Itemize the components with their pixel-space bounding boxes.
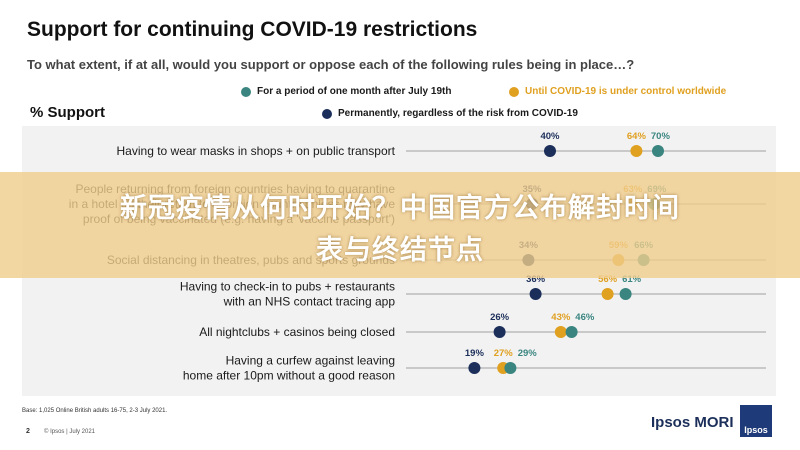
banner-line-2: 表与终结节点 bbox=[316, 235, 484, 265]
logo-text: Ipsos bbox=[744, 425, 768, 435]
data-label-permanent: 40% bbox=[540, 131, 560, 142]
dot-control bbox=[601, 288, 614, 300]
row-label: Having to check-in to pubs + restaurants bbox=[180, 280, 395, 294]
dot-control bbox=[630, 145, 643, 157]
dot-permanent bbox=[529, 288, 542, 300]
page-title: Support for continuing COVID-19 restrict… bbox=[27, 18, 478, 41]
banner-line-1: 新冠疫情从何时开始？中国官方公布解封时间 bbox=[120, 193, 680, 223]
legend-dot-month bbox=[241, 86, 251, 97]
brand-name: Ipsos MORI bbox=[651, 414, 734, 431]
legend-dot-permanent bbox=[322, 108, 332, 119]
row-label: All nightclubs + casinos being closed bbox=[199, 325, 395, 339]
data-label-month: 70% bbox=[651, 131, 671, 142]
dot-month bbox=[619, 288, 632, 300]
footer-note: © Ipsos | July 2021 bbox=[44, 429, 96, 435]
data-label-permanent: 36% bbox=[526, 274, 546, 285]
data-label-control: 56% bbox=[598, 274, 618, 285]
legend-item-month: For a period of one month after July 19t… bbox=[241, 86, 451, 97]
dot-permanent bbox=[544, 145, 556, 157]
legend-item-control: Until COVID-19 is under control worldwid… bbox=[509, 86, 726, 97]
data-label-control: 27% bbox=[494, 348, 514, 359]
legend-dot-control bbox=[509, 86, 519, 97]
data-label-permanent: 19% bbox=[465, 348, 485, 359]
dot-month bbox=[504, 362, 517, 374]
overlay-banner: 新冠疫情从何时开始？中国官方公布解封时间 表与终结节点 bbox=[0, 172, 800, 278]
data-label-permanent: 26% bbox=[490, 312, 510, 323]
data-label-month: 29% bbox=[518, 348, 538, 359]
base-note: Base: 1,025 Online British adults 16-75,… bbox=[22, 408, 168, 414]
legend-label-control: Until COVID-19 is under control worldwid… bbox=[525, 86, 727, 97]
row-label: home after 10pm without a good reason bbox=[183, 369, 395, 383]
y-axis-label: % Support bbox=[30, 104, 105, 121]
legend-item-permanent: Permanently, regardless of the risk from… bbox=[322, 108, 578, 119]
dot-month bbox=[565, 326, 578, 338]
data-label-month: 61% bbox=[622, 274, 642, 285]
data-label-control: 43% bbox=[551, 312, 571, 323]
dot-control bbox=[554, 326, 567, 338]
legend-label-month: For a period of one month after July 19t… bbox=[257, 86, 452, 97]
row-label: Having a curfew against leaving bbox=[226, 354, 395, 368]
dot-month bbox=[652, 145, 664, 157]
data-label-control: 64% bbox=[627, 131, 647, 142]
page-subtitle: To what extent, if at all, would you sup… bbox=[27, 57, 635, 72]
data-label-month: 46% bbox=[575, 312, 595, 323]
page-number: 2 bbox=[26, 428, 30, 435]
row-label: Having to wear masks in shops + on publi… bbox=[117, 144, 396, 158]
row-label: with an NHS contact tracing app bbox=[223, 295, 396, 309]
ipsos-logo: Ipsos bbox=[740, 405, 772, 437]
legend-label-permanent: Permanently, regardless of the risk from… bbox=[338, 108, 578, 119]
dot-permanent bbox=[468, 362, 481, 374]
dot-permanent bbox=[493, 326, 506, 338]
